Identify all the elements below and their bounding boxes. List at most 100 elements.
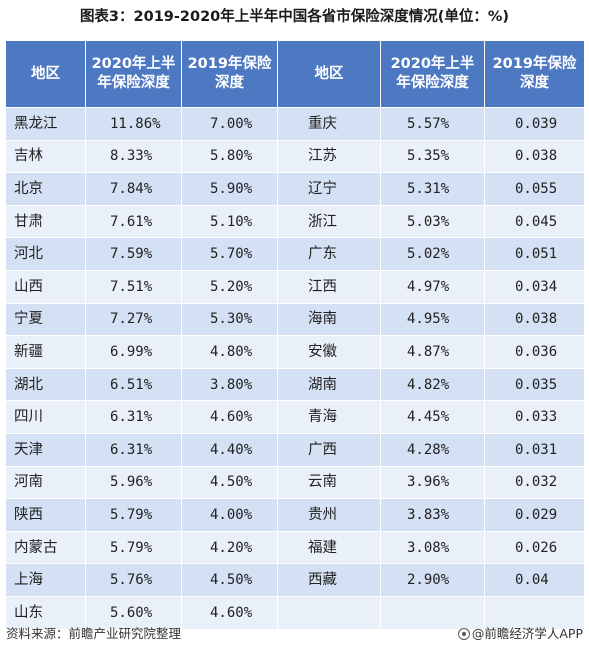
column-header-2020h1-depth-2: 2020年上半年保险深度 — [380, 40, 485, 108]
cell-region-left: 黑龙江 — [5, 107, 86, 141]
cell-2020h1-depth-right: 5.02% — [380, 237, 485, 271]
cell-2020h1-depth-right: 5.57% — [380, 107, 485, 141]
cell-2019-depth-right: 0.038 — [484, 302, 585, 337]
cell-region-right — [277, 595, 381, 630]
cell-2019-depth-left: 5.80% — [181, 139, 278, 174]
cell-2020h1-depth-right: 4.45% — [380, 400, 485, 434]
cell-region-right: 西藏 — [277, 563, 381, 597]
cell-region-right: 辽宁 — [277, 172, 381, 206]
cell-2020h1-depth-left: 5.96% — [85, 465, 182, 500]
cell-2019-depth-right: 0.031 — [484, 432, 585, 467]
cell-region-right: 浙江 — [277, 204, 381, 239]
cell-region-left: 上海 — [5, 563, 86, 597]
cell-region-left: 四川 — [5, 400, 86, 434]
cell-2020h1-depth-left: 7.61% — [85, 204, 182, 239]
cell-region-left: 天津 — [5, 432, 86, 467]
cell-region-right: 青海 — [277, 400, 381, 434]
cell-region-right: 海南 — [277, 302, 381, 337]
cell-region-left: 山西 — [5, 269, 86, 304]
cell-2020h1-depth-left: 5.79% — [85, 530, 182, 565]
table-row: 上海 5.76% 4.50% 西藏 2.90% 0.04 — [5, 563, 585, 597]
cell-2020h1-depth-left: 7.84% — [85, 172, 182, 206]
cell-2019-depth-left: 5.10% — [181, 204, 278, 239]
insurance-depth-table: 地区 2020年上半年保险深度 2019年保险深度 地区 2020年上半年保险深… — [5, 40, 585, 630]
cell-2020h1-depth-left: 7.27% — [85, 302, 182, 337]
cell-2019-depth-right: 0.035 — [484, 367, 585, 402]
cell-2019-depth-right: 0.04 — [484, 563, 585, 597]
cell-2020h1-depth-left: 5.79% — [85, 498, 182, 532]
cell-2019-depth-right: 0.029 — [484, 498, 585, 532]
cell-2019-depth-left: 5.30% — [181, 302, 278, 337]
brand-credit-text: @前瞻经济学人APP — [471, 626, 583, 641]
cell-region-right: 福建 — [277, 530, 381, 565]
table-row: 天津 6.31% 4.40% 广西 4.28% 0.031 — [5, 432, 585, 467]
table-row: 新疆 6.99% 4.80% 安徽 4.87% 0.036 — [5, 335, 585, 369]
cell-2019-depth-right: 0.051 — [484, 237, 585, 271]
cell-2019-depth-left: 4.60% — [181, 595, 278, 630]
table-row: 湖北 6.51% 3.80% 湖南 4.82% 0.035 — [5, 367, 585, 402]
brand-credit: @前瞻经济学人APP — [457, 625, 583, 643]
cell-2020h1-depth-left: 6.99% — [85, 335, 182, 369]
cell-region-left: 新疆 — [5, 335, 86, 369]
table-row: 甘肃 7.61% 5.10% 浙江 5.03% 0.045 — [5, 204, 585, 239]
cell-2019-depth-left: 7.00% — [181, 107, 278, 141]
table-row: 北京 7.84% 5.90% 辽宁 5.31% 0.055 — [5, 172, 585, 206]
cell-2019-depth-right: 0.039 — [484, 107, 585, 141]
cell-2020h1-depth-left: 6.31% — [85, 432, 182, 467]
cell-region-right: 重庆 — [277, 107, 381, 141]
cell-2020h1-depth-right: 4.87% — [380, 335, 485, 369]
cell-region-right: 贵州 — [277, 498, 381, 532]
cell-2020h1-depth-left: 6.31% — [85, 400, 182, 434]
cell-2019-depth-right: 0.033 — [484, 400, 585, 434]
cell-2019-depth-left: 4.40% — [181, 432, 278, 467]
cell-region-left: 湖北 — [5, 367, 86, 402]
cell-region-right: 云南 — [277, 465, 381, 500]
cell-region-left: 山东 — [5, 595, 86, 630]
table-row: 宁夏 7.27% 5.30% 海南 4.95% 0.038 — [5, 302, 585, 337]
column-header-region-1: 地区 — [5, 40, 86, 108]
page-title: 图表3：2019-2020年上半年中国各省市保险深度情况(单位：%) — [79, 9, 510, 25]
insurance-depth-table-container: 地区 2020年上半年保险深度 2019年保险深度 地区 2020年上半年保险深… — [5, 40, 585, 630]
cell-2020h1-depth-right: 5.35% — [380, 139, 485, 174]
cell-region-left: 陕西 — [5, 498, 86, 532]
cell-region-left: 甘肃 — [5, 204, 86, 239]
table-row: 河北 7.59% 5.70% 广东 5.02% 0.051 — [5, 237, 585, 271]
cell-2020h1-depth-left: 11.86% — [85, 107, 182, 141]
cell-2020h1-depth-left: 8.33% — [85, 139, 182, 174]
cell-2020h1-depth-right: 5.03% — [380, 204, 485, 239]
table-header-row: 地区 2020年上半年保险深度 2019年保险深度 地区 2020年上半年保险深… — [5, 40, 585, 108]
cell-2019-depth-left: 4.20% — [181, 530, 278, 565]
cell-region-right: 广西 — [277, 432, 381, 467]
cell-2019-depth-right: 0.045 — [484, 204, 585, 239]
cell-2019-depth-right: 0.026 — [484, 530, 585, 565]
table-row: 山西 7.51% 5.20% 江西 4.97% 0.034 — [5, 269, 585, 304]
cell-region-left: 内蒙古 — [5, 530, 86, 565]
cell-2019-depth-left: 5.20% — [181, 269, 278, 304]
table-row: 山东 5.60% 4.60% — [5, 595, 585, 630]
cell-region-right: 江苏 — [277, 139, 381, 174]
cell-2019-depth-left: 4.60% — [181, 400, 278, 434]
cell-2020h1-depth-right: 3.83% — [380, 498, 485, 532]
cell-2020h1-depth-right: 4.82% — [380, 367, 485, 402]
cell-region-right: 安徽 — [277, 335, 381, 369]
cell-2020h1-depth-right: 5.31% — [380, 172, 485, 206]
table-row: 陕西 5.79% 4.00% 贵州 3.83% 0.029 — [5, 498, 585, 532]
cell-2019-depth-right: 0.036 — [484, 335, 585, 369]
cell-2019-depth-right: 0.038 — [484, 139, 585, 174]
cell-region-right: 湖南 — [277, 367, 381, 402]
column-header-2019-depth-2: 2019年保险深度 — [484, 40, 585, 108]
cell-2020h1-depth-right: 3.08% — [380, 530, 485, 565]
cell-2020h1-depth-right: 4.28% — [380, 432, 485, 467]
cell-2019-depth-left: 4.80% — [181, 335, 278, 369]
cell-2019-depth-left: 4.00% — [181, 498, 278, 532]
column-header-2020h1-depth-1: 2020年上半年保险深度 — [85, 40, 182, 108]
cell-2020h1-depth-left: 7.59% — [85, 237, 182, 271]
table-row: 河南 5.96% 4.50% 云南 3.96% 0.032 — [5, 465, 585, 500]
cell-2019-depth-left: 4.50% — [181, 465, 278, 500]
source-note: 资料来源：前瞻产业研究院整理 — [6, 626, 182, 641]
cell-2019-depth-right — [484, 595, 585, 630]
cell-2020h1-depth-left: 5.76% — [85, 563, 182, 597]
cell-region-left: 河北 — [5, 237, 86, 271]
cell-2019-depth-left: 5.90% — [181, 172, 278, 206]
cell-2020h1-depth-left: 6.51% — [85, 367, 182, 402]
